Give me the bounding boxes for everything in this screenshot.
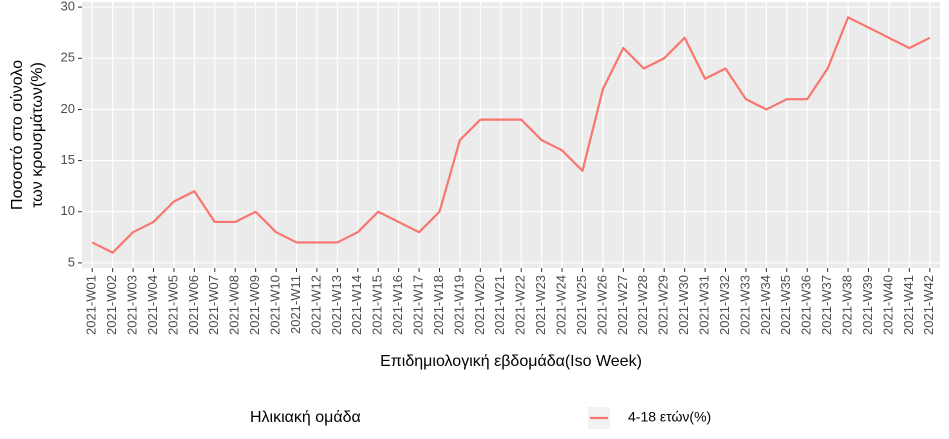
x-tick-label: 2021-W35 <box>778 275 793 335</box>
x-tick-label: 2021-W07 <box>206 275 221 335</box>
x-tick-label: 2021-W34 <box>758 275 773 335</box>
x-tick-label: 2021-W36 <box>799 275 814 335</box>
y-tick-label: 25 <box>61 50 75 65</box>
x-tick-label: 2021-W14 <box>349 275 364 335</box>
x-tick-label: 2021-W22 <box>513 275 528 335</box>
x-tick-label: 2021-W06 <box>186 275 201 335</box>
x-tick-label: 2021-W38 <box>840 275 855 335</box>
x-tick-label: 2021-W17 <box>411 275 426 335</box>
y-tick-label: 20 <box>61 101 75 116</box>
x-tick-label: 2021-W10 <box>268 275 283 335</box>
x-tick-label: 2021-W19 <box>451 275 466 335</box>
x-tick-label: 2021-W24 <box>554 275 569 335</box>
x-tick-label: 2021-W08 <box>227 275 242 335</box>
y-axis-title: Ποσοστό στο σύνολο <box>9 60 26 210</box>
x-tick-label: 2021-W21 <box>492 275 507 335</box>
x-tick-label: 2021-W13 <box>329 275 344 335</box>
line <box>91 16 931 254</box>
x-tick-label: 2021-W32 <box>717 275 732 335</box>
x-tick-label: 2021-W20 <box>472 275 487 335</box>
x-tick-label: 2021-W31 <box>697 275 712 335</box>
x-tick-label: 2021-W05 <box>165 275 180 335</box>
x-tick-label: 2021-W39 <box>860 275 875 335</box>
x-tick-label: 2021-W27 <box>615 275 630 335</box>
x-tick-label: 2021-W18 <box>431 275 446 335</box>
x-tick-label: 2021-W42 <box>921 275 936 335</box>
x-axis-title: Επιδημιολογική εβδομάδα(Iso Week) <box>380 353 642 370</box>
x-tick-label: 2021-W01 <box>84 275 99 335</box>
y-tick-label: 30 <box>61 0 75 14</box>
y-axis-title: των κρουσμάτων(%) <box>29 62 46 208</box>
x-tick-label: 2021-W23 <box>533 275 548 335</box>
legend-label: 4-18 ετών(%) <box>628 409 711 425</box>
x-tick-label: 2021-W02 <box>104 275 119 335</box>
x-tick-label: 2021-W29 <box>656 275 671 335</box>
panel <box>82 2 940 268</box>
x-tick-label: 2021-W25 <box>574 275 589 335</box>
x-tick-label: 2021-W40 <box>880 275 895 335</box>
x-tick-label: 2021-W15 <box>370 275 385 335</box>
x-tick-label: 2021-W33 <box>737 275 752 335</box>
x-tick-label: 2021-W11 <box>288 275 303 334</box>
x-tick-label: 2021-W09 <box>247 275 262 335</box>
y-tick-label: 15 <box>61 152 75 167</box>
x-tick-label: 2021-W12 <box>308 275 323 335</box>
y-tick-label: 10 <box>61 203 75 218</box>
x-tick-label: 2021-W26 <box>594 275 609 335</box>
x-tick-label: 2021-W28 <box>635 275 650 335</box>
x-tick-label: 2021-W37 <box>819 275 834 335</box>
y-tick-label: 5 <box>68 254 75 269</box>
x-tick-label: 2021-W03 <box>125 275 140 335</box>
legend-title: Ηλικιακή ομάδα <box>250 409 361 426</box>
x-tick-label: 2021-W41 <box>901 275 916 335</box>
x-tick-label: 2021-W16 <box>390 275 405 335</box>
x-tick-label: 2021-W04 <box>145 275 160 335</box>
x-tick-label: 2021-W30 <box>676 275 691 335</box>
